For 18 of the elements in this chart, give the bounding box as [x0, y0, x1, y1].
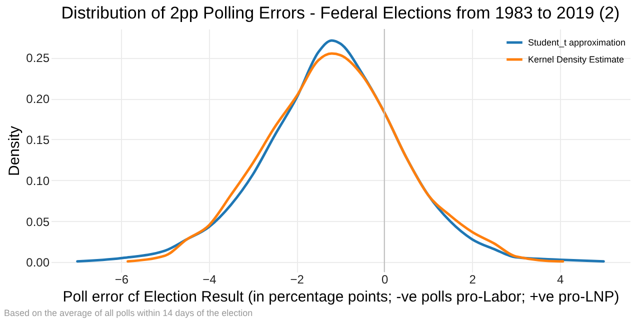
x-tick-label: −2	[290, 272, 304, 286]
text: Based on the average of all polls within 14 days of the election	[4, 308, 253, 318]
chart-title: Distribution of 2pp Polling Errors - Federal Elections from 1983 to 2019 (2)	[61, 4, 620, 22]
y-tick-label: 0.05	[26, 214, 50, 229]
x-axis-title: Poll error cf Election Result (in percentage points; -ve polls pro-Labor; +ve pro-LNP)	[62, 288, 620, 306]
y-tick-label: 0.25	[26, 51, 50, 66]
x-tick-label: 4	[556, 272, 564, 286]
x-tick-label: 0	[382, 272, 389, 286]
legend-label: Kernel Density Estimate	[528, 54, 624, 64]
y-tick-label: 0.10	[26, 174, 50, 188]
x-tick-label: 2	[469, 272, 476, 286]
legend-label: Student_t approximation	[528, 38, 626, 48]
y-tick-label: 0.00	[26, 256, 50, 270]
y-axis-title: Density	[6, 126, 24, 176]
y-tick-label: 0.15	[26, 132, 50, 147]
x-tick-label: −6	[114, 272, 129, 286]
x-tick-label: −4	[202, 272, 217, 286]
y-tick-label: 0.20	[26, 92, 50, 106]
